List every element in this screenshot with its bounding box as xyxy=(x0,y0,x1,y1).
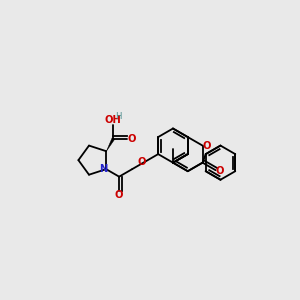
Text: O: O xyxy=(215,167,224,176)
Text: OH: OH xyxy=(104,116,121,125)
Polygon shape xyxy=(106,138,115,151)
Text: O: O xyxy=(127,134,136,144)
Text: O: O xyxy=(137,157,146,166)
Text: O: O xyxy=(202,141,211,151)
Text: N: N xyxy=(100,164,108,174)
Text: H: H xyxy=(116,112,122,122)
Text: O: O xyxy=(114,190,123,200)
